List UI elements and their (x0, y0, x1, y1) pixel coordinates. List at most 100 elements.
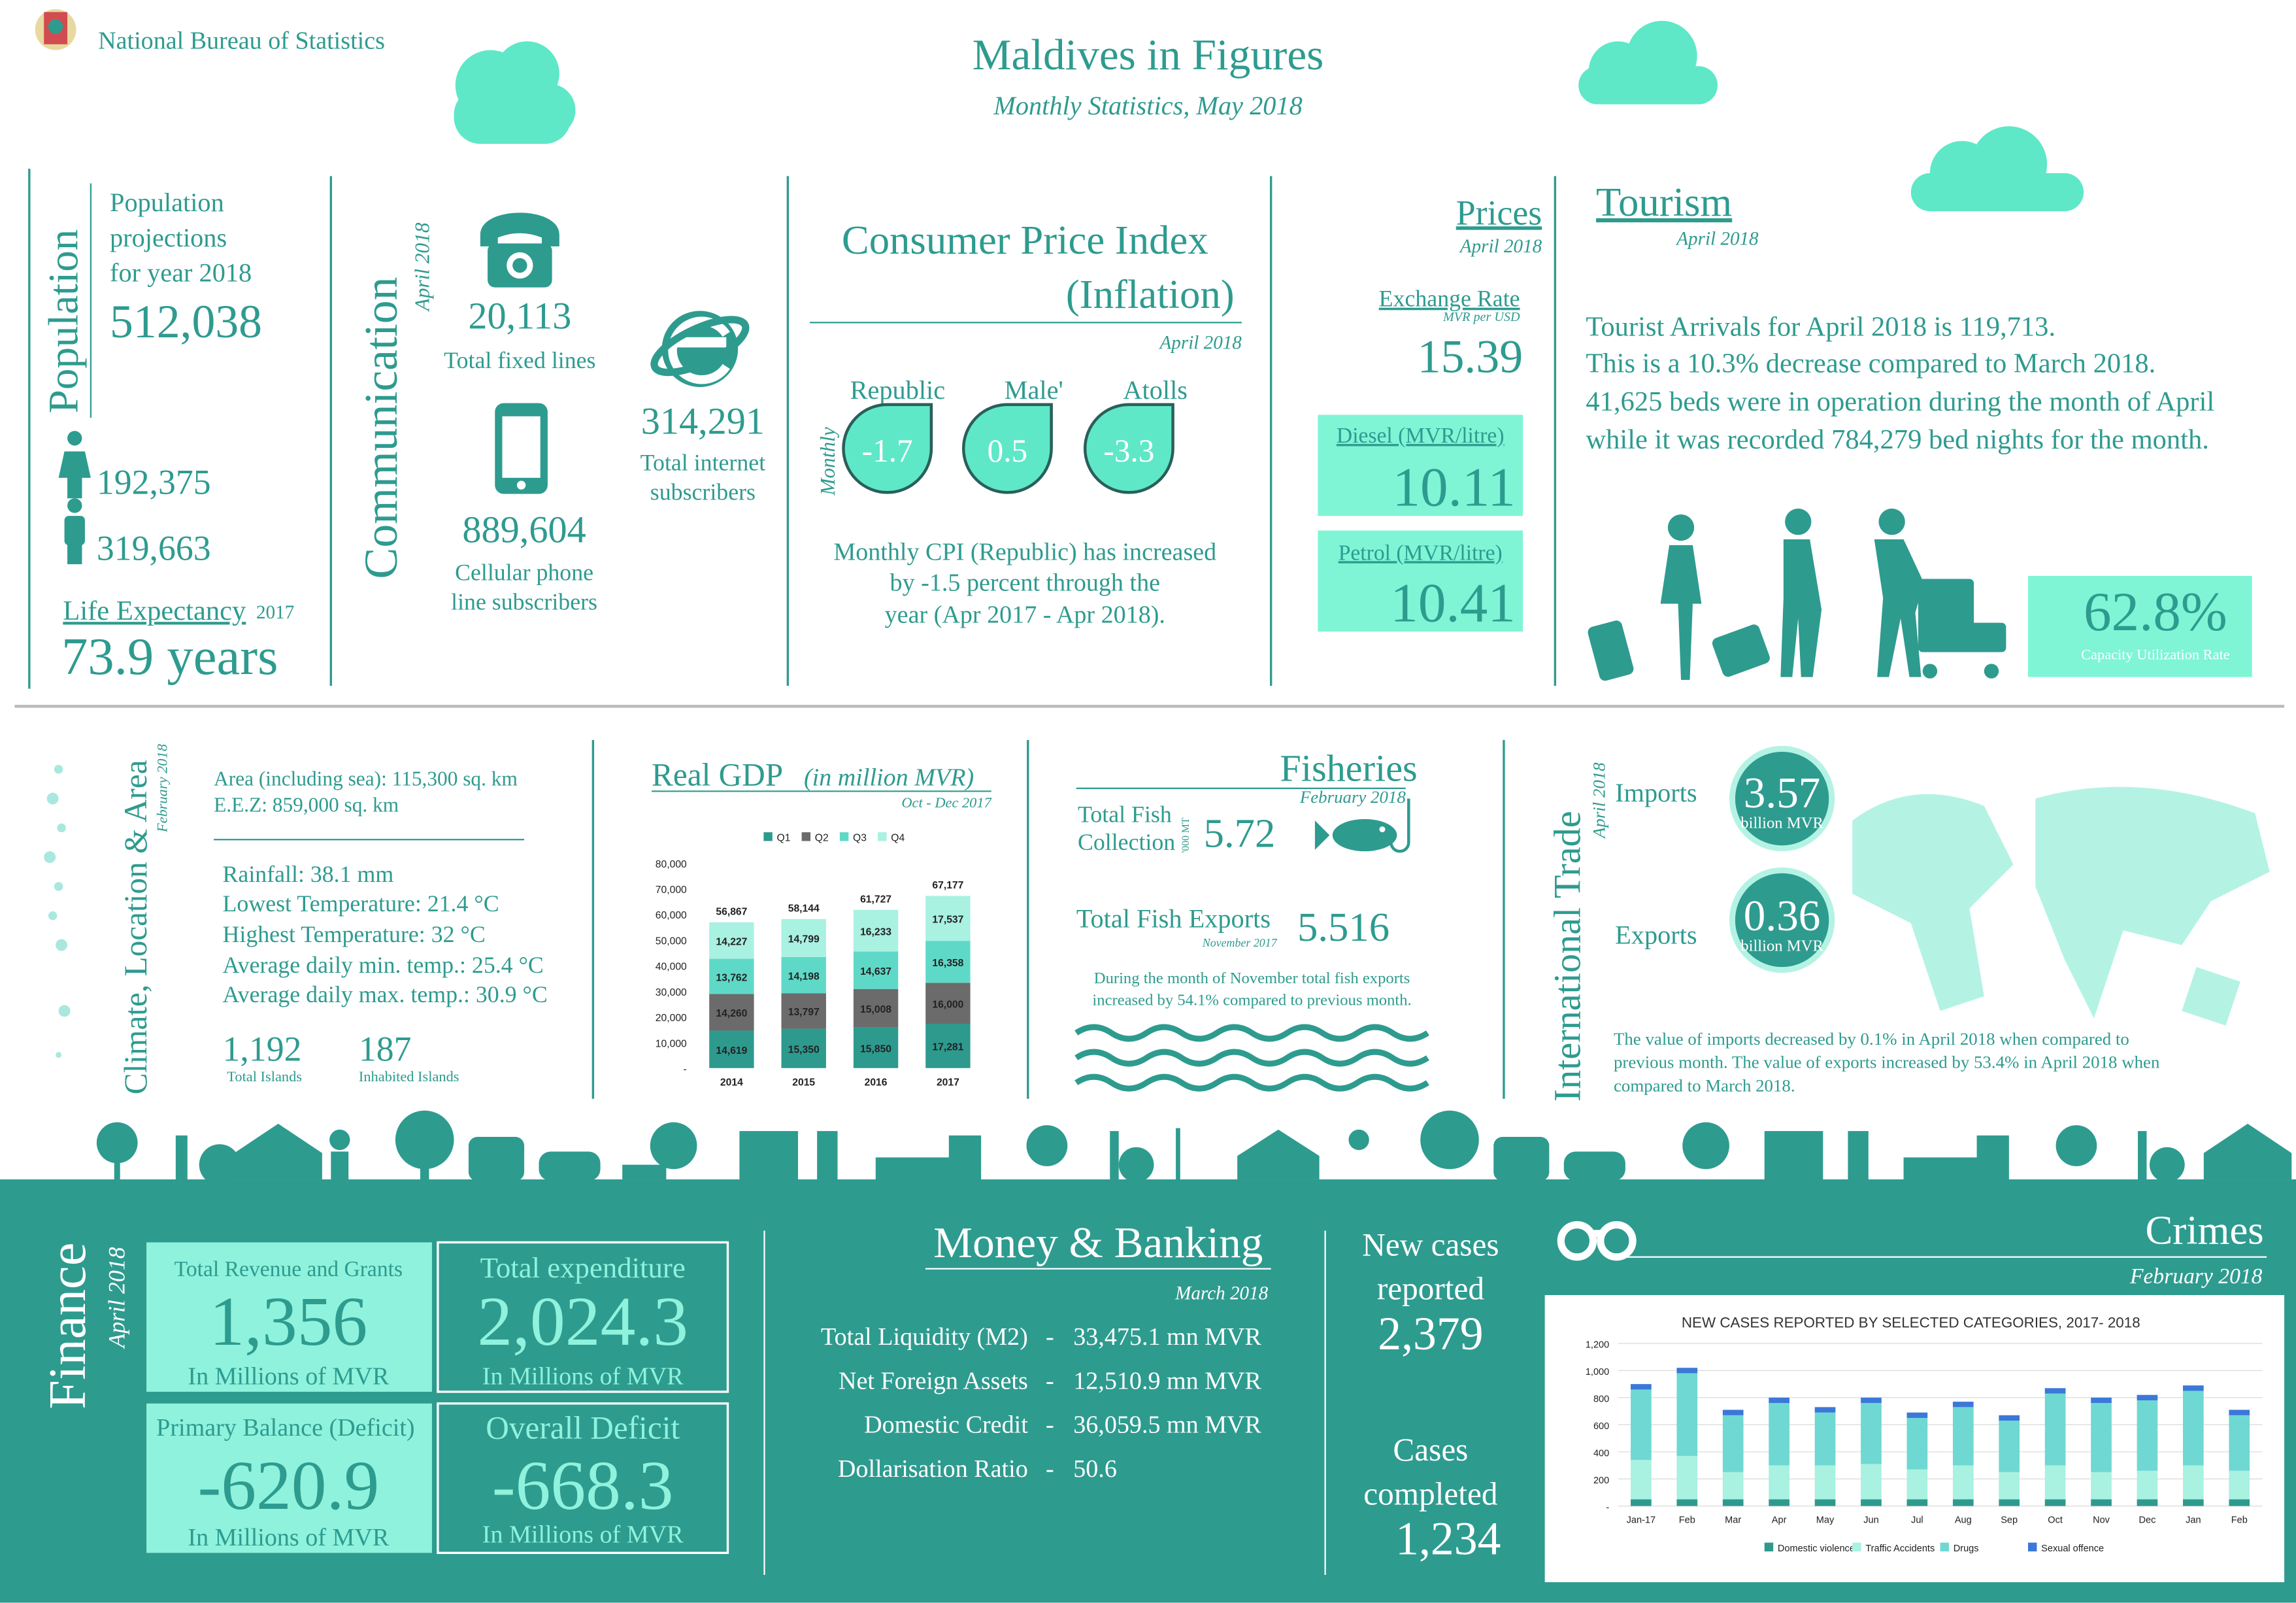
bar-segment (2137, 1400, 2158, 1471)
gdp-chart: - 10,000 20,000 30,000 40,000 50,000 60,000 70,… (656, 832, 971, 1088)
bar-segment (2091, 1499, 2112, 1506)
bar-segment (1906, 1469, 1928, 1500)
value: -620.9 (197, 1447, 379, 1525)
legend-swatch (801, 832, 811, 841)
bar-segment (1676, 1455, 1698, 1500)
cloud (1910, 126, 2084, 212)
y-tick-label: - (1606, 1502, 1609, 1513)
text: Highest Temperature: 32 °C (223, 921, 486, 947)
bar-segment (1676, 1368, 1698, 1374)
y-tick-label: 200 (1593, 1476, 1609, 1486)
label: Capacity Utilization Rate (2081, 647, 2230, 663)
note: Monthly CPI (Republic) has increased (833, 538, 1216, 565)
value: 1,356 (209, 1283, 367, 1360)
bar-segment (1631, 1499, 1652, 1506)
value: 1,234 (1395, 1513, 1501, 1565)
bar-segment (1631, 1460, 1652, 1500)
x-tick-label: Jan-17 (1627, 1515, 1655, 1525)
logo (35, 8, 76, 50)
legend-swatch (1940, 1542, 1950, 1552)
date: April 2018 (410, 222, 433, 312)
bar-segment (2091, 1403, 2112, 1472)
banking-table: Total Liquidity (M2) -33,475.1 mn MVRNet … (821, 1323, 1262, 1483)
x-tick-label: 2017 (937, 1077, 959, 1088)
bar-segment (1952, 1407, 1974, 1466)
bar-segment (853, 1027, 899, 1068)
crime-chart: - 200 400 600 800 1,000 1,200 Jan-17 Feb Mar Apr Ma… (1586, 1340, 2263, 1554)
bar-segment (1631, 1389, 1652, 1460)
note: During the month of November total fish … (1094, 970, 1410, 987)
legend-swatch (878, 832, 887, 841)
bar-segment (1722, 1472, 1744, 1500)
bar-segment (2183, 1465, 2204, 1500)
value: 187 (359, 1030, 412, 1069)
female-icon (58, 431, 91, 499)
legend-label: Traffic Accidents (1865, 1544, 1935, 1554)
text: Lowest Temperature: 21.4 °C (223, 890, 499, 917)
label: 2017 (256, 602, 294, 623)
value: -3.3 (1103, 433, 1154, 469)
x-tick-label: 2016 (865, 1077, 888, 1088)
note: compared to March 2018. (1614, 1076, 1795, 1096)
value: 314,291 (641, 400, 765, 443)
bar-segment (2044, 1465, 2066, 1500)
text: E.E.Z: 859,000 sq. km (214, 794, 399, 817)
x-tick-label: Aug (1955, 1515, 1972, 1525)
label: Total Islands (227, 1068, 302, 1085)
section-heading: Fisheries (1280, 747, 1417, 790)
bar-segment (2137, 1470, 2158, 1500)
date: April 2018 (1589, 762, 1609, 839)
bar-segment (1631, 1384, 1652, 1390)
bar-segment (1999, 1472, 2020, 1500)
handcuffs-icon (1557, 1221, 1637, 1261)
label: line subscribers (451, 589, 597, 615)
value-label: 14,619 (716, 1045, 747, 1056)
section-heading: Consumer Price Index (842, 217, 1208, 263)
row-label: Domestic Credit (864, 1411, 1028, 1439)
bar-segment (1952, 1402, 1974, 1408)
value: 1,192 (223, 1030, 302, 1069)
value: 73.9 years (61, 628, 278, 686)
date: April 2018 (1675, 229, 1759, 250)
skyline (0, 1110, 2296, 1197)
label: Republic (850, 375, 946, 405)
legend-swatch (2028, 1542, 2037, 1552)
value: 10.41 (1390, 572, 1516, 633)
label: Cellular phone (455, 560, 593, 586)
label: Population (110, 188, 224, 217)
label: Petrol (MVR/litre) (1339, 541, 1503, 565)
bar-segment (853, 951, 899, 989)
section-heading: Population (41, 229, 88, 414)
bar-segment (925, 941, 971, 983)
bar-segment (2091, 1472, 2112, 1500)
date: February 2018 (1299, 787, 1406, 807)
total-label: 67,177 (932, 880, 963, 891)
x-tick-label: May (1816, 1515, 1835, 1525)
mobile-icon (495, 403, 548, 494)
male-icon (64, 498, 85, 565)
label: for year 2018 (110, 258, 252, 288)
row-dash: - (1046, 1411, 1054, 1439)
chart-title: NEW CASES REPORTED BY SELECTED CATEGORIE… (1682, 1314, 2140, 1330)
value: 62.8% (2084, 581, 2227, 643)
bar-segment (2183, 1391, 2204, 1466)
value: 3.57 (1744, 768, 1821, 817)
row-value: 12,510.9 mn MVR (1073, 1367, 1261, 1394)
bar-segment (709, 958, 754, 994)
label: Total Revenue and Grants (175, 1257, 403, 1281)
date: March 2018 (1174, 1283, 1268, 1304)
x-tick-label: Feb (2231, 1515, 2248, 1525)
bar-segment (853, 909, 899, 952)
bar-segment (925, 983, 971, 1024)
unit: billion MVR (1740, 814, 1823, 832)
fish-icon (1314, 798, 1410, 853)
x-tick-label: Apr (1772, 1515, 1787, 1525)
value-label: 14,198 (788, 971, 820, 982)
value-label: 14,637 (860, 966, 891, 977)
legend-swatch (839, 832, 849, 841)
bar-segment (1722, 1409, 1744, 1415)
label: Collection (1078, 829, 1175, 855)
value-label: 17,537 (932, 914, 963, 925)
map-icon (44, 764, 71, 1058)
